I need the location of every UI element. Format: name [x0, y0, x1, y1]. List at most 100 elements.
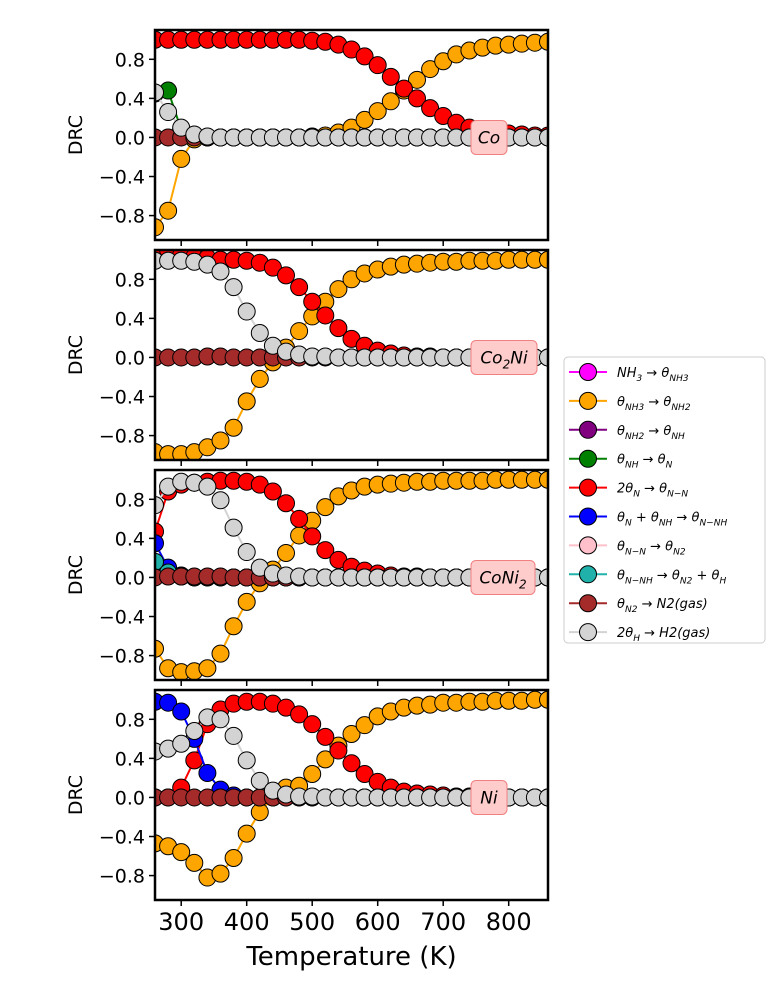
data-point	[159, 693, 178, 712]
axes-frame	[153, 248, 550, 462]
data-point	[172, 843, 191, 862]
data-point	[185, 722, 204, 741]
data-point	[172, 702, 191, 721]
data-point	[290, 509, 309, 528]
panel-label: CoNi2	[479, 568, 526, 591]
x-tick-label: 400	[224, 908, 270, 936]
y-tick-label: 0.4	[115, 88, 145, 110]
y-tick-label: 0.4	[115, 308, 145, 330]
y-tick-label: −0.8	[99, 206, 145, 228]
legend-entry: 2θH → H2(gas)	[569, 623, 710, 644]
x-tick-label: 500	[289, 908, 335, 936]
x-tick-label: 700	[420, 908, 466, 936]
data-point	[355, 47, 374, 66]
legend-label: θNH3 → θNH2	[617, 395, 691, 413]
data-point	[155, 83, 164, 102]
data-point	[381, 92, 400, 111]
data-point	[211, 864, 230, 883]
data-point	[159, 201, 178, 220]
data-point	[408, 89, 426, 108]
y-tick-label: −0.4	[99, 607, 145, 629]
data-point	[172, 149, 191, 168]
data-point	[329, 280, 348, 299]
data-point	[290, 705, 309, 724]
legend-marker	[579, 363, 597, 381]
series-0	[155, 690, 548, 887]
data-point	[316, 541, 335, 560]
data-point	[155, 639, 164, 658]
panel-1: −0.8 −0.4 0.0 0.4 0.8 DRC Co2Ni	[65, 248, 550, 466]
data-point	[277, 494, 295, 513]
data-point	[394, 79, 413, 98]
axes-frame	[153, 688, 550, 902]
legend-frame	[563, 356, 766, 644]
data-point	[381, 67, 400, 86]
data-point	[355, 716, 374, 735]
data-point	[539, 568, 548, 587]
data-point	[316, 498, 335, 517]
legend-entry: θNH → θN	[569, 449, 673, 471]
data-point	[303, 292, 322, 311]
y-tick-label: 0.8	[115, 709, 145, 731]
data-point	[250, 369, 269, 388]
series-0	[155, 250, 548, 460]
data-point	[329, 319, 348, 338]
y-tick-label: 0.4	[115, 528, 145, 550]
y-tick-label: −0.4	[99, 387, 145, 409]
data-point	[172, 734, 191, 753]
legend-entry: θN2 → N2(gas)	[569, 594, 708, 615]
data-point	[316, 306, 335, 325]
legend-label: θN2 → N2(gas)	[617, 597, 708, 615]
data-point	[539, 32, 548, 51]
axes-frame	[153, 468, 550, 682]
legend-entry: θNH2 → θNH	[569, 420, 685, 442]
data-point	[211, 431, 230, 450]
panel-label-box	[470, 339, 538, 375]
panel-0: −0.8 −0.4 0.0 0.4 0.8 DRC Co	[65, 28, 550, 246]
legend-label: θN−NH → θN2 + θH	[617, 568, 726, 586]
data-point	[355, 110, 374, 129]
data-point	[539, 690, 548, 709]
legend-label: NH3 → θNH3	[617, 366, 689, 384]
data-point	[303, 765, 322, 783]
legend-label: 2θH → H2(gas)	[617, 626, 710, 644]
data-point	[224, 617, 243, 636]
data-point	[185, 853, 204, 872]
data-point	[159, 103, 178, 122]
data-point	[237, 592, 256, 611]
data-point	[198, 659, 217, 678]
axes-frame	[153, 28, 550, 242]
data-point	[421, 60, 440, 79]
data-point	[211, 262, 230, 281]
legend-entry: 2θN → θN−N	[569, 478, 688, 500]
data-point	[303, 715, 322, 734]
data-point	[368, 56, 387, 75]
panel-label-box	[470, 119, 508, 155]
data-point	[408, 70, 426, 89]
data-point	[303, 527, 322, 546]
y-axis-label: DRC	[65, 555, 87, 595]
panel-label-box	[470, 559, 536, 595]
data-point	[155, 496, 164, 515]
data-point	[539, 470, 548, 489]
data-point	[539, 788, 548, 807]
legend-marker	[579, 565, 597, 584]
data-point	[539, 348, 548, 367]
y-axis-label: DRC	[65, 775, 87, 815]
data-point	[329, 741, 348, 760]
y-tick-label: 0.0	[115, 127, 145, 149]
legend-label: θN−N → θN2	[617, 539, 686, 557]
legend-marker	[579, 391, 597, 410]
panel-3: −0.8 −0.4 0.0 0.4 0.8 DRC Ni	[65, 688, 550, 906]
legend-label: θN + θNH → θN−NH	[617, 511, 727, 529]
data-point	[539, 250, 548, 269]
x-axis-label: Temperature (K)	[245, 942, 456, 972]
data-point	[237, 751, 256, 770]
data-point	[224, 849, 243, 867]
legend-marker	[579, 623, 597, 642]
legend-entry: θNH3 → θNH2	[569, 391, 691, 413]
y-tick-label: −0.4	[99, 167, 145, 189]
data-point	[224, 518, 243, 537]
legend-marker	[579, 478, 597, 497]
